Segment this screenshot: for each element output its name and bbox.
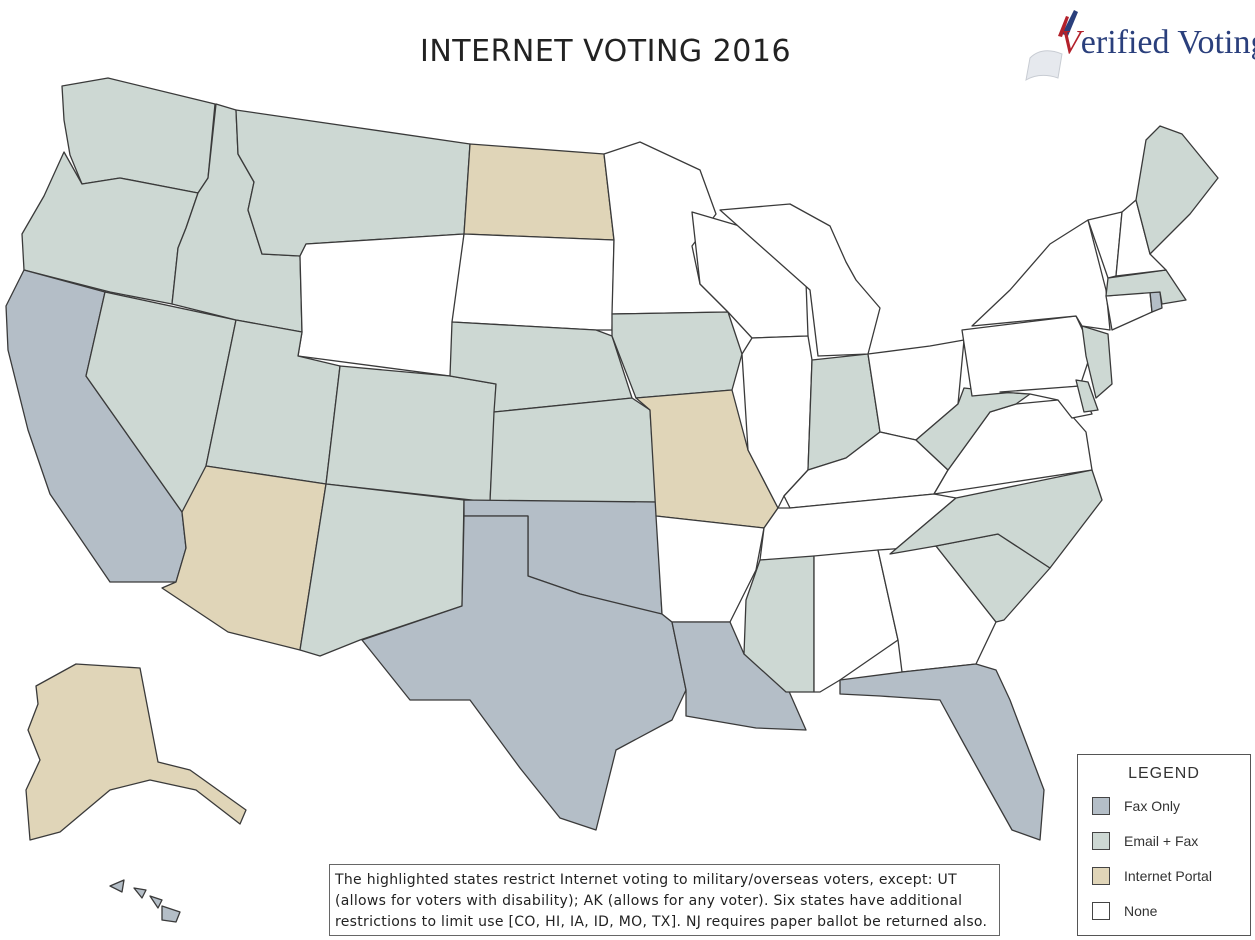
state-sd[interactable] [451,233,615,331]
state-ia[interactable] [611,311,743,399]
legend-swatch-internet-portal [1092,867,1110,885]
state-nj[interactable] [1081,325,1113,399]
state-de[interactable] [1075,379,1099,413]
logo-rest: erified Voting [1080,24,1255,61]
state-co[interactable] [325,365,497,503]
state-hi[interactable] [109,879,181,923]
legend-swatch-email-fax [1092,832,1110,850]
state-pa[interactable] [961,315,1093,397]
state-la[interactable] [671,621,807,731]
state-wy[interactable] [297,233,465,377]
state-me[interactable] [1135,125,1219,255]
legend-swatch-none [1092,902,1110,920]
state-ct[interactable] [1105,291,1153,331]
state-tx[interactable] [361,515,687,831]
state-nd[interactable] [463,143,615,241]
legend-label-internet-portal: Internet Portal [1124,868,1212,884]
map-title: INTERNET VOTING 2016 [420,34,792,69]
state-nh[interactable] [1115,199,1167,277]
footnote: The highlighted states restrict Internet… [329,864,1000,936]
legend: LEGEND Fax Only Email + Fax Internet Por… [1077,754,1251,936]
state-mi[interactable] [719,203,881,357]
legend-label-none: None [1124,903,1158,919]
state-mn[interactable] [603,141,729,315]
legend-swatch-fax-only [1092,797,1110,815]
legend-label-email-fax: Email + Fax [1124,833,1199,849]
state-ny[interactable] [971,219,1111,331]
state-wa[interactable] [61,77,216,194]
legend-label-fax-only: Fax Only [1124,798,1181,814]
verified-voting-wordmark: Verified Voting [1060,24,1255,62]
verified-voting-logo [1022,6,1247,88]
state-ks[interactable] [489,397,657,503]
state-mt[interactable] [235,109,471,257]
state-ak[interactable] [25,663,247,841]
state-fl[interactable] [839,663,1045,841]
state-nc[interactable] [889,469,1103,569]
legend-title: LEGEND [1128,765,1200,782]
ballot-flag-icon [1025,10,1078,81]
logo-initial: V [1060,24,1081,61]
